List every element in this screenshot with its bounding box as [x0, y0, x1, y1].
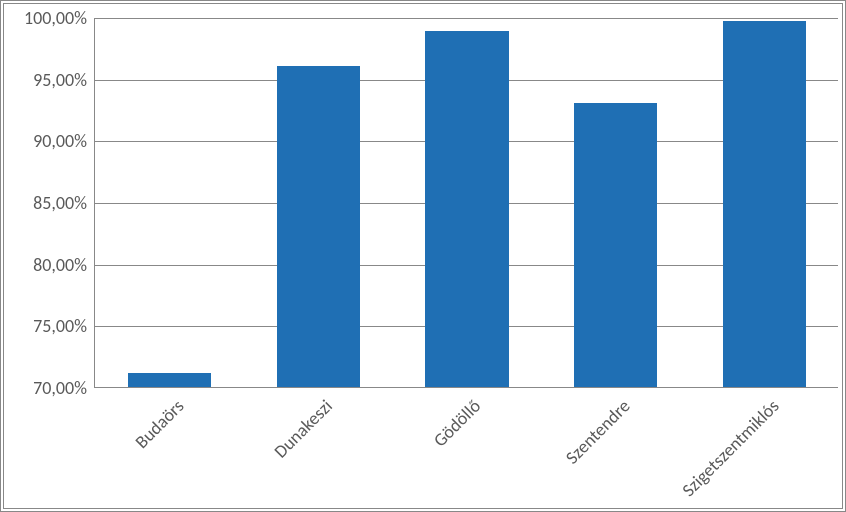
bar [574, 103, 657, 387]
gridline [95, 18, 838, 19]
x-tick-label: Szentendre [561, 395, 634, 468]
bar [425, 31, 508, 387]
y-tick-label: 75,00% [33, 315, 95, 337]
bar-chart: Budaörs Dunakeszi Gödöllő Szentendre Szigets… [0, 0, 846, 512]
bar [723, 21, 806, 387]
x-tick-label: Szigetszentmiklós [677, 395, 783, 501]
bar [128, 373, 211, 387]
y-tick-label: 90,00% [33, 130, 95, 152]
plot-area: BudaörsDunakesziGödöllőSzentendreSzigets… [94, 18, 838, 388]
bar [277, 66, 360, 387]
y-tick-label: 80,00% [33, 254, 95, 276]
y-tick-label: 70,00% [33, 377, 95, 399]
y-tick-label: 100,00% [24, 7, 95, 29]
x-tick-label: Dunakeszi [269, 395, 336, 462]
y-tick-label: 85,00% [33, 192, 95, 214]
y-tick-label: 95,00% [33, 69, 95, 91]
x-tick-label: Budaörs [130, 395, 188, 453]
x-tick-label: Gödöllő [429, 395, 485, 451]
chart-inner-border: Budaörs Dunakeszi Gödöllő Szentendre Szigets… [3, 3, 843, 509]
